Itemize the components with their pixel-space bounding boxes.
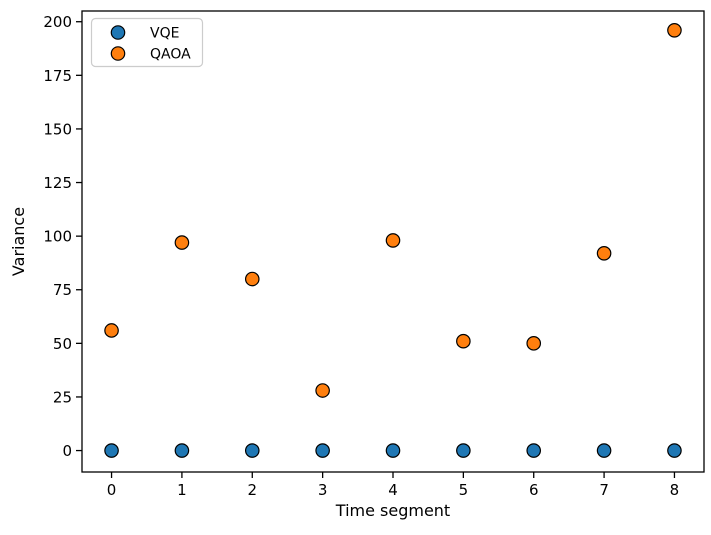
data-point-vqe [526,443,542,458]
y-tick-label: 50 [53,335,72,353]
data-point-qaoa [667,22,682,38]
x-axis: 0 1 2 3 4 5 6 7 8 [107,472,679,499]
legend: VQE QAOA [90,17,204,68]
x-tick-label: 7 [599,481,609,499]
data-point-qaoa [244,271,260,287]
x-tick-label: 3 [318,481,328,499]
x-tick-label: 0 [107,481,117,499]
y-tick-label: 200 [43,13,72,31]
legend-marker-vqe [110,25,126,40]
y-tick-label: 125 [43,174,72,192]
data-point-vqe [596,443,612,458]
x-tick-label: 2 [248,481,258,499]
data-point-vqe [174,443,190,458]
data-point-vqe [104,443,119,458]
x-tick-label: 5 [459,481,469,499]
legend-label-vqe: VQE [150,26,179,42]
data-point-vqe [456,443,471,458]
data-point-vqe [315,443,330,458]
y-tick-label: 25 [53,388,72,406]
data-point-qaoa [456,333,471,349]
y-tick-label: 175 [43,67,72,85]
data-point-qaoa [596,245,612,261]
x-axis-label: Time segment [335,501,450,520]
x-tick-label: 8 [670,481,680,499]
data-point-qaoa [104,323,119,338]
data-points [104,22,682,458]
y-tick-label: 75 [53,281,72,299]
x-tick-label: 6 [529,481,539,499]
x-tick-label: 1 [177,481,187,499]
y-tick-label: 100 [43,228,72,246]
data-point-qaoa [385,233,401,248]
data-point-vqe [244,443,260,458]
data-point-qaoa [526,336,542,351]
axes-frame [81,10,705,473]
data-point-qaoa [174,235,190,250]
y-tick-label: 0 [62,442,72,460]
data-point-qaoa [315,383,330,398]
y-axis: 0 25 50 75 100 125 150 175 200 [43,13,82,460]
y-tick-label: 150 [43,120,72,138]
data-point-vqe [667,443,682,458]
legend-marker-qaoa [110,46,126,61]
x-tick-label: 4 [388,481,398,499]
y-axis-label: Variance [9,207,28,276]
legend-label-qaoa: QAOA [150,47,191,63]
data-point-vqe [385,443,401,458]
